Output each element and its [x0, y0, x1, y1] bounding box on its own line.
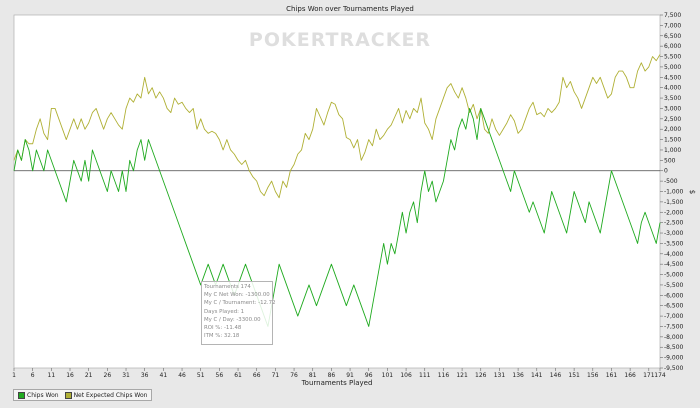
y-tick-label: -5,000: [664, 272, 684, 279]
x-tick-label: 41: [160, 372, 168, 379]
tooltip-roi: ROI %: -11.48: [204, 325, 242, 332]
x-tick-label: 56: [216, 372, 224, 379]
y-tick-label: -1,500: [664, 199, 684, 206]
x-tick-label: 166: [624, 372, 636, 379]
y-tick-label: 1,000: [664, 147, 681, 154]
x-tick-label: 146: [550, 372, 562, 379]
y-tick-label: -4,000: [664, 251, 684, 258]
y-tick-label: -6,000: [664, 292, 684, 299]
x-tick-label: 61: [234, 372, 242, 379]
y-tick-label: -2,000: [664, 209, 684, 216]
plot-area: [13, 14, 661, 369]
x-tick-label: 51: [197, 372, 205, 379]
tooltip-days-played: Days Played: 1: [204, 308, 245, 315]
y-tick-label: 1,500: [664, 137, 681, 144]
y-tick-label: -1,000: [664, 189, 684, 196]
x-tick-label: 46: [178, 372, 186, 379]
y-axis: 7,500 7,000 6,500 6,000 5,500 5,000 4,500 4,000…: [660, 12, 684, 372]
series-line-chips-won: [13, 107, 661, 327]
x-tick-label: 1: [12, 372, 16, 379]
tooltip-per-tournament: My C / Tournament: -12.72: [204, 300, 276, 307]
y-tick-label: -9,000: [664, 355, 684, 362]
y-tick-label: 6,000: [664, 43, 681, 50]
x-axis-title: Tournaments Played: [301, 379, 373, 387]
x-tick-label: 36: [141, 372, 149, 379]
x-tick-label: 31: [122, 372, 130, 379]
x-tick-label: 121: [456, 372, 468, 379]
tooltip-itm: ITM %: 32.18: [204, 333, 240, 340]
x-tick-label: 71: [272, 372, 280, 379]
x-axis: 1 6 11 16 21 26 31 36 41 46 51 56 61 66 71 76 81 86 91 96 10…: [12, 368, 666, 379]
x-tick-label: 106: [400, 372, 412, 379]
x-tick-label: 6: [31, 372, 35, 379]
y-tick-label: 5,500: [664, 54, 681, 61]
x-tick-label: 156: [587, 372, 599, 379]
y-tick-label: 6,500: [664, 33, 681, 40]
y-tick-label: -3,500: [664, 240, 684, 247]
x-tick-label: 96: [365, 372, 373, 379]
y-tick-label: 4,500: [664, 74, 681, 81]
x-tick-label: 116: [438, 372, 450, 379]
y-tick-label: -8,000: [664, 334, 684, 341]
x-tick-label: 86: [328, 372, 336, 379]
x-tick-label: 66: [253, 372, 261, 379]
x-tick-label: 91: [346, 372, 354, 379]
x-tick-label: 16: [66, 372, 74, 379]
x-tick-label: 136: [512, 372, 524, 379]
x-tick-label: 174: [654, 372, 666, 379]
tooltip-net-won: My C Net Won: -1300.00: [204, 292, 270, 299]
tooltip-per-day: My C / Day: -3300.00: [204, 316, 261, 323]
x-tick-label: 141: [531, 372, 543, 379]
y-tick-label: -4,500: [664, 261, 684, 268]
y-tick-label: 7,500: [664, 12, 681, 19]
x-tick-label: 131: [494, 372, 506, 379]
series-layer: [13, 54, 661, 327]
y-tick-label: -8,500: [664, 344, 684, 351]
series-line-net-expected-chips-won: [13, 54, 661, 199]
x-tick-label: 111: [419, 372, 431, 379]
y-tick-label: -2,500: [664, 220, 684, 227]
y-tick-label: -500: [664, 178, 678, 185]
y-tick-label: -9,500: [664, 365, 684, 372]
legend-swatch-chips-won: [18, 391, 25, 399]
x-tick-label: 151: [568, 372, 580, 379]
y-tick-label: -5,500: [664, 282, 684, 289]
x-tick-label: 126: [475, 372, 487, 379]
y-tick-label: -7,000: [664, 313, 684, 320]
y-tick-label: 3,500: [664, 95, 681, 102]
x-tick-label: 76: [290, 372, 298, 379]
legend: Chips Won Net Expected Chips Won: [13, 389, 153, 401]
x-tick-label: 101: [382, 372, 394, 379]
y-tick-label: 3,000: [664, 105, 681, 112]
y-tick-label: -7,500: [664, 323, 684, 330]
x-tick-label: 161: [606, 372, 618, 379]
hover-tooltip: Tournaments 174 My C Net Won: -1300.00 M…: [201, 281, 276, 345]
chart-title: Chips Won over Tournaments Played: [286, 5, 414, 13]
tooltip-tournaments: Tournaments 174: [204, 284, 251, 290]
y-tick-label: 4,000: [664, 85, 681, 92]
y-axis-title: $: [688, 190, 696, 194]
legend-label-chips-won: Chips Won: [27, 391, 59, 399]
legend-item-net-expected[interactable]: Net Expected Chips Won: [64, 391, 148, 399]
x-tick-label: 171: [643, 372, 655, 379]
y-tick-label: 5,000: [664, 64, 681, 71]
x-tick-label: 81: [309, 372, 317, 379]
y-tick-label: 2,000: [664, 126, 681, 133]
y-tick-label: -3,000: [664, 230, 684, 237]
legend-label-net-expected: Net Expected Chips Won: [73, 391, 148, 399]
legend-item-chips-won[interactable]: Chips Won: [18, 391, 59, 399]
y-tick-label: 500: [664, 157, 676, 164]
y-tick-label: 7,000: [664, 22, 681, 29]
y-tick-label: 0: [664, 168, 668, 175]
legend-swatch-net-expected: [64, 391, 72, 399]
x-tick-label: 21: [85, 372, 93, 379]
watermark: POKERTRACKER: [249, 29, 431, 51]
x-tick-label: 26: [104, 372, 112, 379]
y-tick-label: 2,500: [664, 116, 681, 123]
y-tick-label: -6,500: [664, 303, 684, 310]
x-tick-label: 11: [48, 372, 56, 379]
